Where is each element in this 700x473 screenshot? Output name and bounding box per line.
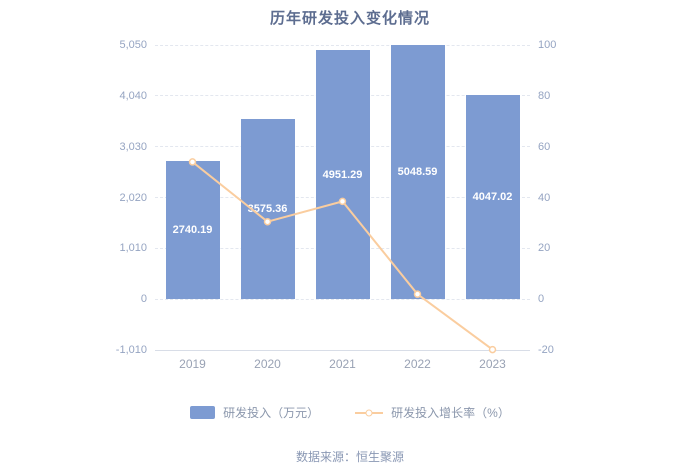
x-axis-label: 2019	[179, 357, 206, 371]
x-axis-label: 2021	[329, 357, 356, 371]
bar-value-label: 4047.02	[472, 191, 513, 204]
legend-item-growth-rate[interactable]: 研发投入增长率（%）	[355, 404, 510, 421]
bar-legend-swatch	[190, 406, 216, 419]
line-legend-dot	[365, 409, 373, 416]
legend-item-rd-investment[interactable]: 研发投入（万元）	[190, 404, 319, 421]
bar-value-label: 3575.36	[247, 203, 288, 216]
right-axis-tick-label: 80	[538, 89, 551, 102]
rd-investment-bar: 4951.29	[315, 49, 370, 300]
legend-label-rd-investment: 研发投入（万元）	[223, 406, 320, 420]
left-axis-tick-label: 0	[140, 293, 147, 306]
left-axis-tick-label: 3,030	[119, 140, 147, 153]
x-axis-line	[155, 349, 530, 351]
right-axis-tick-label: 40	[538, 191, 551, 204]
legend: 研发投入（万元） 研发投入增长率（%）	[0, 404, 700, 421]
left-axis-tick-label: 2,020	[119, 191, 147, 204]
right-axis-tick-label: 20	[538, 242, 551, 255]
right-axis-tick-label: 100	[538, 39, 557, 51]
rd-investment-bar: 3575.36	[240, 119, 295, 300]
rd-investment-bar: 5048.59	[390, 45, 445, 300]
x-axis-label: 2023	[479, 357, 506, 371]
right-axis-tick-label: -20	[538, 344, 554, 356]
left-axis-tick-label: -1,010	[115, 344, 147, 356]
line-legend-swatch	[355, 409, 384, 416]
right-axis-tick-label: 60	[538, 140, 551, 153]
x-axis-label: 2022	[404, 357, 431, 371]
rd-investment-bar: 2740.19	[165, 161, 220, 300]
legend-label-growth-rate: 研发投入增长率（%）	[391, 406, 510, 420]
gridline	[155, 44, 530, 46]
left-axis-tick-label: 1,010	[119, 242, 147, 255]
right-axis-tick-label: 0	[538, 293, 545, 306]
left-axis-tick-label: 5,050	[119, 39, 147, 51]
bar-value-label: 5048.59	[397, 166, 438, 179]
rd-investment-bar: 4047.02	[465, 95, 520, 300]
bar-value-label: 2740.19	[172, 224, 213, 237]
data-source: 数据来源：恒生聚源	[295, 450, 404, 464]
bar-value-label: 4951.29	[322, 168, 363, 181]
left-axis-tick-label: 4,040	[119, 89, 147, 102]
x-axis-label: 2020	[254, 357, 281, 371]
chart-title: 历年研发投入变化情况	[269, 10, 430, 27]
